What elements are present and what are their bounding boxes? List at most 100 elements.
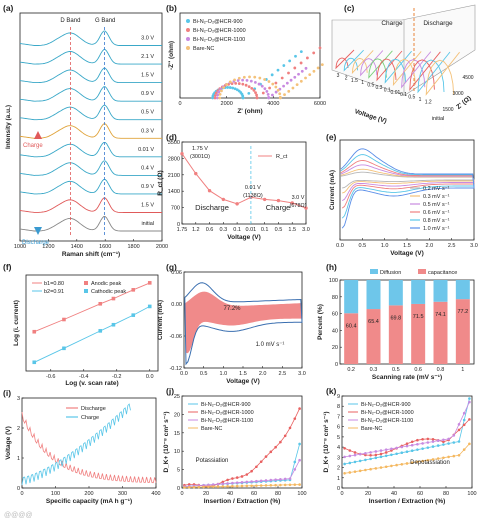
cv-x-tick-label: 2.0 [426,243,434,249]
nyquist-point [287,89,291,93]
nyquist-point [247,85,251,89]
nyquist-point [255,93,258,97]
loglog-point [131,313,136,317]
diff-point [400,462,404,466]
bar-value-label: 74.1 [435,312,446,318]
cv-x-tick-label: 0.0 [336,243,344,249]
diff-j-x-tick-label: 0 [180,491,183,497]
diff-point [379,455,383,459]
rct-point [180,151,184,156]
nyquist-point [318,46,322,50]
raman-x-axis-label: Raman shift (cm⁻¹) [62,251,120,258]
diff-point [442,443,445,446]
bar-value-label: 65.4 [368,319,379,325]
diff-y-axis-label: D_K+ (10⁻⁸ cm² s⁻¹) [163,411,170,472]
nyquist-point [299,79,303,83]
diff-y-axis-label: D_K+ (10⁻⁸ cm² s⁻¹) [323,411,330,472]
eis-curve [343,49,364,72]
diff-point [250,469,253,473]
diff-j-y-tick-label: 15 [174,431,180,437]
loglog-point [111,322,116,327]
nyquist-point [276,68,280,72]
diff-legend-label: Bi-N₂-O₂@HCR-900 [361,402,411,408]
cv-x-tick-label: 3.0 [470,243,478,249]
capacitance-bar [455,299,470,364]
diff-j-y-tick-label: 5 [177,468,180,474]
diff-point [358,469,362,473]
nyquist-point [233,78,236,82]
diff-point [452,434,456,437]
capacitance-legend-label: capacitance [428,270,457,276]
raman-series-line [19,49,162,65]
diff-point [390,464,393,468]
raman-series-label: 3.0 V [141,36,154,42]
nyquist-x-tick-label: 0 [178,101,181,107]
nyquist-point [291,86,295,90]
raman-x-tick-label: 1800 [127,244,139,250]
nyquist-point [253,75,257,79]
bar-value-label: 77.2 [457,309,468,315]
diff-point [426,441,430,444]
cv-loop [340,160,475,209]
nyquist-point [280,76,284,80]
diff-series-line [184,443,300,487]
diff-point [221,485,225,488]
bar-value-label: 60.4 [346,323,357,329]
gitt-x-tick-label: 0 [20,491,23,497]
nyquist-point [300,69,304,73]
nyquist-point [312,51,316,55]
raman-y-axis-label: Intensity (a.u.) [5,105,12,149]
diff-point [274,483,277,487]
diff-point [436,439,440,442]
diff-point [353,451,357,454]
diff-point [216,485,220,488]
capacitance-bar [433,301,448,364]
nyquist-y-axis-label: -Z'' (ohm) [168,41,175,70]
nyquist-point [266,92,270,96]
rct-x-tick-label: 3.0 [302,227,310,233]
gitt-y-tick-label: 3 [17,396,20,402]
nyquist-legend-marker [186,19,190,23]
nyquist-point [245,78,249,82]
diff-k-x-tick-label: 0 [340,491,343,497]
nyquist-point [270,73,274,77]
nyquist-point [297,72,300,76]
diff-point [462,411,466,415]
loglog-x-tick-label: -0.6 [46,374,55,380]
nyquist-legend-label: Bi-N₂-O₂@HCR-1100 [193,37,245,43]
rct-point [235,202,239,206]
diff-k-x-tick-label: 80 [443,491,449,497]
rct-legend-label: R_ct [276,154,288,160]
diff-point [348,449,352,452]
eis-curve [360,50,384,77]
diff-point [421,459,424,463]
diff-point [374,453,378,457]
raman-plot-frame [19,12,163,242]
raman-series-label: 0.5 V [141,110,154,116]
diff-point [416,442,419,446]
cv-legend-label: 0.8 mV s⁻¹ [423,218,450,224]
raman-series-line [19,216,162,232]
raman-series-line [19,86,162,102]
panel-label: (d) [166,132,177,142]
stack-y-axis-label: Percent (%) [317,304,324,340]
nyquist-point [218,92,222,96]
rct-x-tick-label: 0.5 [275,227,283,233]
diff-point [416,448,419,451]
diffusion-legend-marker [370,269,378,274]
eis-voltage-label: 1 [361,80,364,86]
rct-annotation: (3001Ω) [190,154,210,160]
rct-point [290,201,294,205]
diff-point [293,417,297,420]
loglog-x-axis-label: Log (v. scan rate) [65,380,118,387]
nyquist-point [299,50,303,54]
rct-y-tick-label: 2800 [168,156,180,162]
nyquist-point [255,96,259,100]
nyquist-point [287,71,290,75]
diff-point [421,442,424,445]
capacitance-bar [366,309,381,364]
nyquist-x-tick-label: 2000 [221,101,233,107]
nyquist-point [312,69,316,73]
capcv-x-tick-label: 3.0 [298,371,306,377]
nyquist-point [282,64,286,67]
